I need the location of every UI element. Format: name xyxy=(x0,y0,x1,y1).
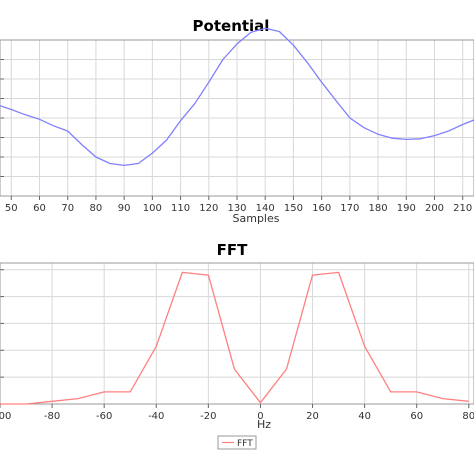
potential-xtick-label-4: 90 xyxy=(118,203,131,214)
potential-line-0 xyxy=(0,27,474,167)
potential-grid xyxy=(0,39,474,197)
potential-x-ticks: 50 60 70 80 90 100 110 120 130 140 150 160 170 180 190… xyxy=(5,196,472,214)
fft-xtick-label-8: 60 xyxy=(410,411,423,422)
fft-xtick-label-0: -100 xyxy=(0,411,11,422)
fft-xtick-label-1: -80 xyxy=(44,411,60,422)
fft-xtick-label-4: -20 xyxy=(200,411,216,422)
potential-xtick-label-13: 180 xyxy=(369,203,388,214)
potential-xtick-label-3: 80 xyxy=(90,203,103,214)
potential-xtick-label-6: 110 xyxy=(171,203,190,214)
fft-legend-label: FFT xyxy=(237,439,253,449)
fft-xtick-label-6: 20 xyxy=(306,411,319,422)
potential-xtick-label-12: 170 xyxy=(340,203,359,214)
fft-x-label: Hz xyxy=(257,418,271,431)
potential-xtick-label-8: 130 xyxy=(227,203,246,214)
fft-line-0 xyxy=(0,271,469,405)
potential-series xyxy=(0,27,474,167)
potential-xtick-label-15: 200 xyxy=(425,203,444,214)
fft-legend-box xyxy=(217,435,257,450)
potential-xtick-label-10: 150 xyxy=(284,203,303,214)
potential-xtick-label-1: 60 xyxy=(33,203,46,214)
potential-xtick-label-14: 190 xyxy=(397,203,416,214)
fft-title: FFT xyxy=(217,241,248,259)
fft-chart: FFT -100 -80 -60 -40 -20 0 20 40 60 80 Hz FFT xyxy=(0,241,474,450)
potential-xtick-label-9: 140 xyxy=(256,203,275,214)
potential-xtick-label-16: 210 xyxy=(453,203,472,214)
fft-xtick-label-5: 0 xyxy=(257,411,263,422)
fft-plot-frame xyxy=(0,262,474,405)
fft-xtick-label-7: 40 xyxy=(358,411,371,422)
potential-xtick-label-2: 70 xyxy=(61,203,74,214)
potential-chart: Potential 50 60 70 80 90 100 110 120 130 140 150 16… xyxy=(0,17,474,225)
fft-x-ticks: -100 -80 -60 -40 -20 0 20 40 60 80 xyxy=(0,404,474,422)
fft-xtick-label-3: -40 xyxy=(148,411,164,422)
fft-series xyxy=(0,271,469,405)
fft-legend: FFT xyxy=(217,435,257,450)
fft-grid xyxy=(0,263,474,405)
potential-title: Potential xyxy=(193,17,270,35)
potential-xtick-label-7: 120 xyxy=(199,203,218,214)
potential-xtick-label-0: 50 xyxy=(5,203,18,214)
fft-xtick-label-2: -60 xyxy=(96,411,112,422)
fft-xtick-label-9: 80 xyxy=(462,411,474,422)
potential-x-label: Samples xyxy=(233,212,280,225)
potential-xtick-label-11: 160 xyxy=(312,203,331,214)
potential-xtick-label-5: 100 xyxy=(143,203,162,214)
